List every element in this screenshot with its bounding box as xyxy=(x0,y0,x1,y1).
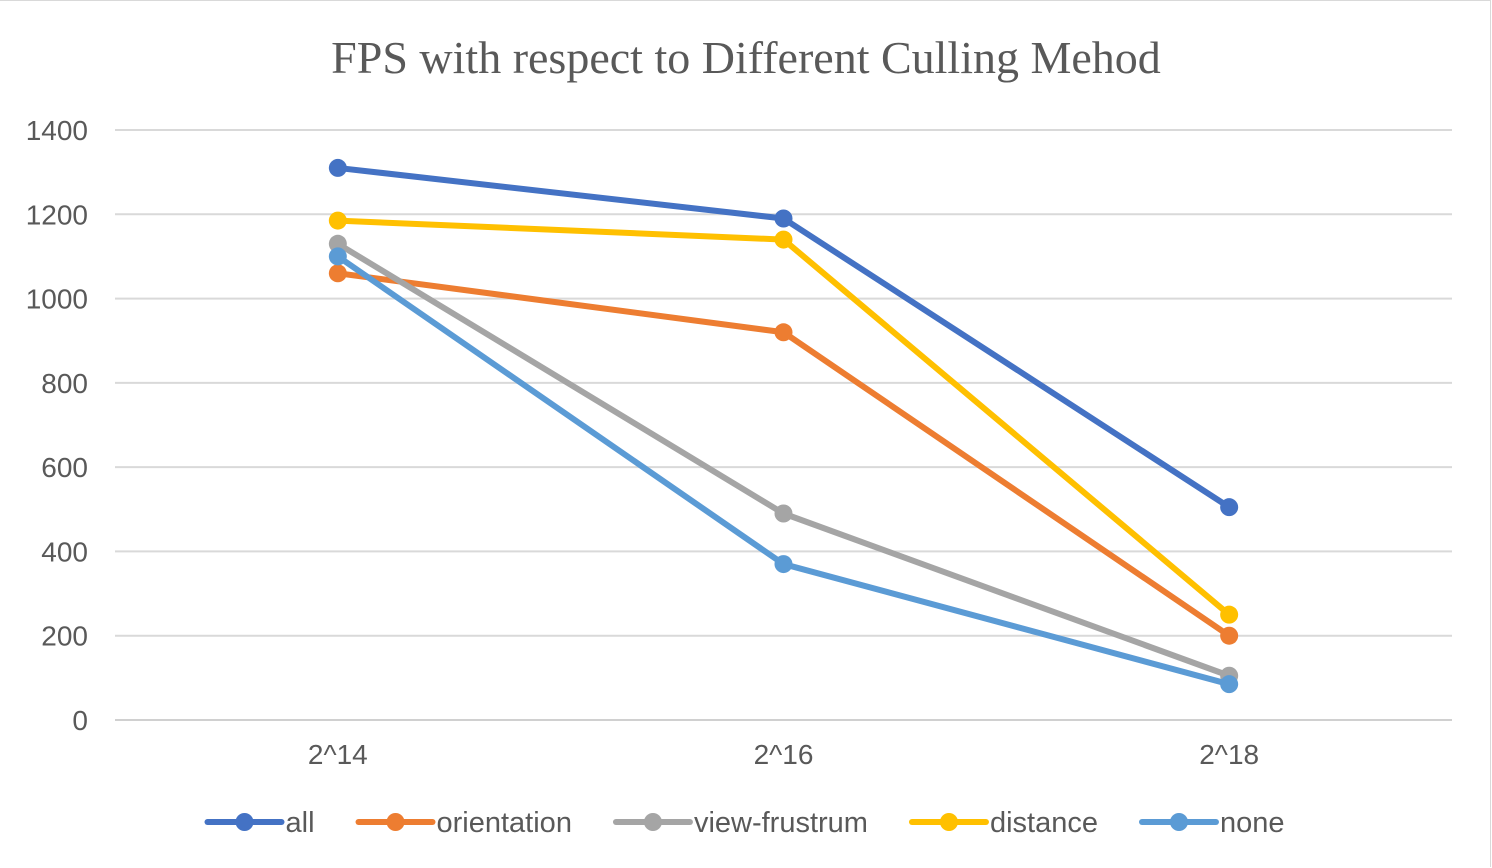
data-point xyxy=(328,264,347,283)
data-point xyxy=(1220,498,1239,517)
x-tick-label: 2^18 xyxy=(1199,739,1259,770)
series-orientation xyxy=(328,264,1239,645)
data-point xyxy=(774,230,793,249)
legend: all orientation view-frustrum distance none xyxy=(204,807,1285,839)
legend-item-distance: distance xyxy=(908,807,1098,839)
data-point xyxy=(1220,675,1239,694)
x-axis-tick-labels: 2^14 2^16 2^18 xyxy=(308,739,1259,770)
data-point xyxy=(774,323,793,342)
legend-swatch-marker xyxy=(235,813,254,831)
legend-label: all xyxy=(286,807,315,839)
legend-item-none: none xyxy=(1138,807,1285,839)
data-point xyxy=(774,555,793,574)
legend-swatch-marker xyxy=(939,813,958,831)
y-tick-label: 1200 xyxy=(26,199,88,230)
legend-item-all: all xyxy=(204,807,315,839)
y-axis-tick-labels: 0 200 400 600 800 1000 1200 1400 xyxy=(26,115,88,736)
series-view-frustrum xyxy=(328,234,1239,685)
y-tick-label: 400 xyxy=(41,536,88,567)
series-none xyxy=(328,247,1239,694)
legend-item-view-frustrum: view-frustrum xyxy=(612,807,868,839)
series-distance xyxy=(328,211,1239,624)
y-tick-label: 1000 xyxy=(26,284,88,315)
legend-label: orientation xyxy=(437,807,572,839)
data-point xyxy=(328,158,347,177)
y-tick-label: 200 xyxy=(41,621,88,652)
x-tick-label: 2^16 xyxy=(754,739,814,770)
data-point xyxy=(1220,605,1239,624)
y-tick-label: 600 xyxy=(41,452,88,483)
data-point xyxy=(1220,626,1239,645)
x-tick-label: 2^14 xyxy=(308,739,368,770)
legend-item-orientation: orientation xyxy=(355,807,572,839)
series-all xyxy=(328,158,1239,517)
legend-swatch-marker xyxy=(643,813,662,831)
y-tick-label: 800 xyxy=(41,368,88,399)
legend-label: none xyxy=(1220,807,1285,839)
series-line xyxy=(334,240,1233,679)
y-tick-label: 0 xyxy=(72,705,88,736)
data-point xyxy=(328,247,347,266)
y-tick-label: 1400 xyxy=(26,115,88,146)
legend-label: distance xyxy=(990,807,1098,839)
legend-swatch-marker xyxy=(1169,813,1188,831)
legend-swatch-marker xyxy=(386,813,405,831)
data-point xyxy=(328,234,347,253)
data-point xyxy=(774,209,793,228)
chart-title: FPS with respect to Different Culling Me… xyxy=(331,32,1161,83)
series-line xyxy=(334,253,1233,688)
series-lines xyxy=(328,158,1239,694)
data-point xyxy=(774,504,793,523)
data-point xyxy=(328,211,347,230)
legend-label: view-frustrum xyxy=(694,807,868,839)
